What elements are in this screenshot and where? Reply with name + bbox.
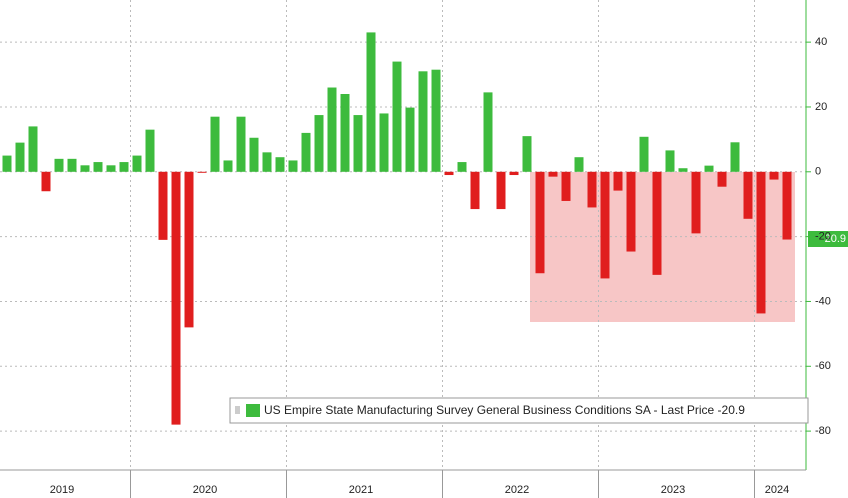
- bar: [314, 115, 324, 172]
- bar: [106, 165, 116, 172]
- bar: [613, 171, 623, 191]
- bar: [561, 171, 571, 201]
- legend-text: US Empire State Manufacturing Survey Gen…: [264, 403, 745, 417]
- bar: [431, 69, 441, 172]
- bar: [197, 171, 207, 173]
- bar: [275, 157, 285, 172]
- bar: [743, 171, 753, 219]
- bar: [353, 115, 363, 172]
- bar: [132, 155, 142, 172]
- bar: [574, 157, 584, 172]
- bar: [496, 171, 506, 210]
- bar: [522, 136, 532, 172]
- bar: [80, 165, 90, 172]
- bar: [704, 165, 714, 172]
- y-tick-label: 0: [815, 166, 821, 178]
- x-tick-label: 2019: [50, 484, 74, 496]
- bar: [470, 171, 480, 210]
- bar: [262, 152, 272, 172]
- bar: [600, 171, 610, 279]
- bar: [535, 171, 545, 274]
- bar: [509, 171, 519, 176]
- y-tick-label: -60: [815, 360, 831, 372]
- bar: [236, 116, 246, 172]
- x-tick-label: 2020: [193, 484, 217, 496]
- y-tick-label: 20: [815, 101, 827, 113]
- bar: [54, 158, 64, 172]
- bar: [665, 150, 675, 172]
- bar: [444, 171, 454, 176]
- bar: [678, 168, 688, 172]
- bar: [366, 32, 376, 172]
- bar: [418, 71, 428, 172]
- last-price-box: [808, 231, 848, 247]
- bar: [93, 162, 103, 172]
- bar: [457, 162, 467, 172]
- bar: [392, 61, 402, 172]
- bar: [145, 129, 155, 172]
- last-price-label: -20.9: [821, 233, 846, 245]
- bar: [717, 171, 727, 187]
- bar: [691, 171, 701, 234]
- bar: [483, 92, 493, 172]
- bar: [379, 113, 389, 172]
- bar: [2, 155, 12, 172]
- bar: [782, 171, 792, 240]
- y-tick-label: -40: [815, 295, 831, 307]
- x-tick-label: 2024: [765, 484, 789, 496]
- bar: [210, 116, 220, 172]
- legend-swatch: [246, 404, 260, 417]
- bar: [548, 171, 558, 177]
- bar: [769, 171, 779, 180]
- bar: [223, 160, 233, 172]
- legend: US Empire State Manufacturing Survey Gen…: [229, 397, 809, 424]
- bar: [171, 171, 181, 425]
- bar: [756, 171, 766, 314]
- bar: [41, 171, 51, 192]
- bar: [587, 171, 597, 208]
- legend-icon: [235, 406, 240, 414]
- bar: [639, 136, 649, 172]
- bar: [184, 171, 194, 328]
- bar: [327, 87, 337, 172]
- x-tick-label: 2022: [505, 484, 529, 496]
- bar: [730, 142, 740, 172]
- bar: [626, 171, 636, 252]
- bar: [119, 162, 129, 172]
- legend-box: [229, 397, 809, 424]
- bar: [301, 132, 311, 172]
- y-tick-label: -20: [815, 231, 831, 243]
- bar: [652, 171, 662, 275]
- x-tick-label: 2023: [661, 484, 685, 496]
- bar: [405, 107, 415, 172]
- bar: [249, 137, 259, 172]
- bar: [28, 126, 38, 172]
- bar: [15, 142, 25, 172]
- bar: [158, 171, 168, 240]
- bar: [67, 158, 77, 172]
- x-tick-label: 2021: [349, 484, 373, 496]
- bar: [340, 94, 350, 172]
- y-tick-label: -80: [815, 425, 831, 437]
- y-tick-label: 40: [815, 36, 827, 48]
- bar: [288, 160, 298, 172]
